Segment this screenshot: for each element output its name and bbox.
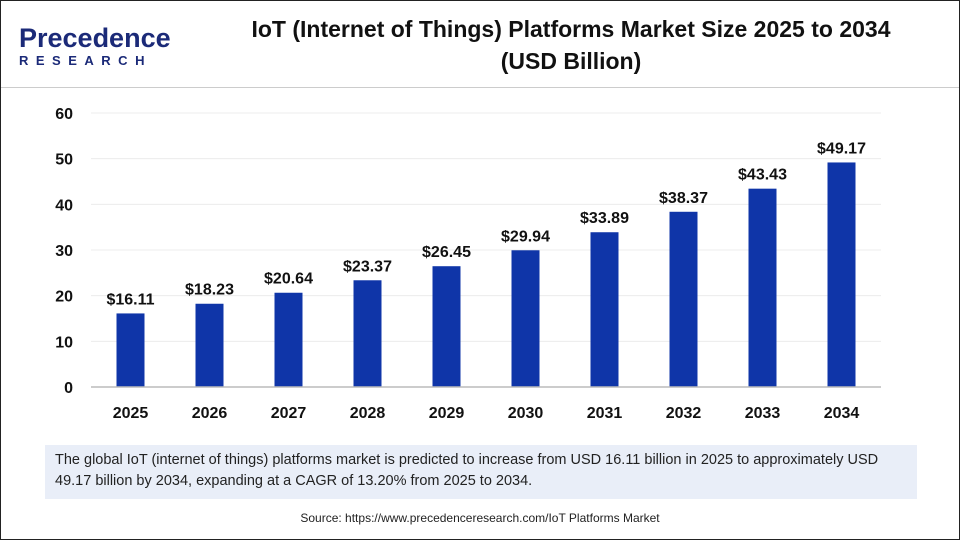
y-tick-label: 60 (55, 106, 73, 123)
x-tick-label: 2033 (745, 405, 781, 422)
data-label: $20.64 (264, 271, 313, 288)
logo-brand-bottom: RESEARCH (19, 53, 152, 68)
title-line-2: (USD Billion) (500, 48, 642, 74)
y-tick-label: 10 (55, 334, 73, 351)
bar (116, 313, 145, 387)
data-label: $23.37 (343, 258, 392, 275)
summary-text: The global IoT (internet of things) plat… (45, 445, 917, 499)
source-text: Source: https://www.precedenceresearch.c… (300, 511, 660, 525)
chart-title: IoT (Internet of Things) Platforms Marke… (201, 13, 941, 77)
bar (274, 292, 303, 387)
bar (195, 303, 224, 387)
logo-brand-top: Precedence (19, 23, 171, 53)
bar (590, 232, 619, 387)
data-label: $16.11 (106, 291, 154, 308)
y-tick-label: 50 (55, 152, 73, 169)
data-label: $43.43 (738, 167, 787, 184)
x-tick-label: 2034 (824, 405, 860, 422)
data-label: $49.17 (817, 140, 866, 157)
x-tick-label: 2031 (587, 405, 623, 422)
title-line-1: IoT (Internet of Things) Platforms Marke… (251, 16, 891, 42)
bar-chart: 0102030405060$16.112025$18.232026$20.642… (55, 106, 881, 422)
data-label: $26.45 (422, 244, 471, 261)
data-label: $18.23 (185, 282, 234, 299)
x-tick-label: 2032 (666, 405, 702, 422)
data-label: $33.89 (580, 210, 629, 227)
bar (669, 211, 698, 387)
y-tick-label: 30 (55, 243, 73, 260)
data-label: $29.94 (501, 228, 550, 245)
bar (432, 266, 461, 387)
x-tick-label: 2030 (508, 405, 544, 422)
logo: Precedence RESEARCH (19, 23, 171, 69)
x-tick-label: 2028 (350, 405, 386, 422)
data-label: $38.37 (659, 190, 708, 207)
bar (748, 188, 777, 387)
x-tick-label: 2027 (271, 405, 307, 422)
bar (353, 280, 382, 387)
y-tick-label: 20 (55, 289, 73, 306)
bar (511, 250, 540, 387)
bar (827, 162, 856, 387)
y-tick-label: 0 (64, 380, 73, 397)
y-tick-label: 40 (55, 197, 73, 214)
x-tick-label: 2029 (429, 405, 465, 422)
x-tick-label: 2026 (192, 405, 228, 422)
header-divider (1, 87, 959, 88)
x-tick-label: 2025 (113, 405, 149, 422)
